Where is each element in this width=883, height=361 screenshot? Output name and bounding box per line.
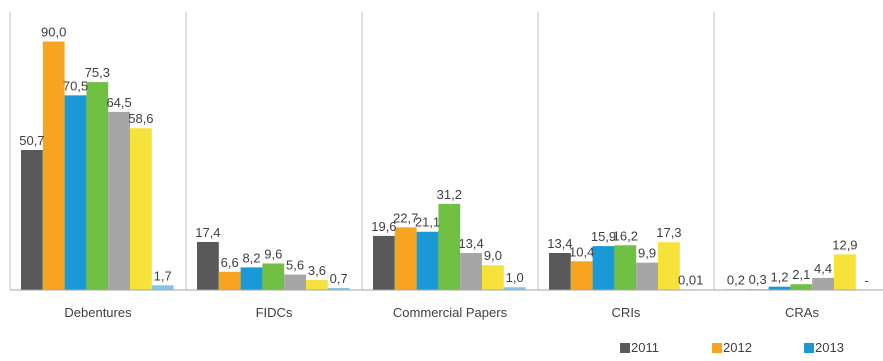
value-label: 19,6	[371, 219, 396, 234]
bar-2013-debentures	[64, 95, 87, 290]
bar-2011-commercial-papers	[373, 235, 395, 290]
category-label: FIDCs	[256, 305, 293, 320]
bars-layer	[21, 41, 856, 290]
bar-series-4-cras	[790, 284, 813, 290]
bar-series-7-fidcs	[327, 288, 350, 290]
legend-label: 2012	[723, 340, 752, 355]
value-label: 12,9	[832, 237, 857, 252]
value-label: 1,7	[154, 268, 172, 283]
legend-swatch	[620, 343, 630, 353]
bar-2013-cras	[768, 286, 791, 290]
bar-series-4-cris	[614, 245, 637, 290]
bar-series-5-commercial-papers	[460, 253, 482, 290]
value-label: 0,2	[727, 272, 745, 287]
value-label: 13,4	[547, 236, 572, 251]
bar-series-5-cras	[812, 277, 834, 290]
category-label: Debentures	[64, 305, 132, 320]
value-label: 9,6	[264, 246, 282, 261]
value-label: 21,1	[415, 215, 440, 230]
value-label: 31,2	[437, 187, 462, 202]
value-label: 90,0	[41, 25, 66, 40]
value-label: 58,6	[128, 111, 153, 126]
value-labels-layer: 50,7 90,0 70,575,3 64,558,6 1,7 17,46,6 8,2 9,6…	[19, 25, 869, 288]
value-label: 4,4	[814, 261, 832, 276]
value-label: 10,4	[569, 244, 594, 259]
bar-series-6-cras	[834, 254, 856, 290]
bar-series-6-debentures	[130, 128, 152, 290]
bar-series-6-cris	[658, 242, 680, 290]
axis-layer: Debentures FIDCs Commercial Papers CRIs CRAs	[9, 12, 883, 320]
bar-2013-fidcs	[240, 267, 263, 290]
bar-series-6-commercial-papers	[482, 265, 504, 290]
bar-2011-debentures	[21, 150, 43, 290]
bar-2012-fidcs	[218, 271, 241, 290]
value-label: 1,0	[506, 270, 524, 285]
value-label: 0,01	[678, 272, 703, 287]
value-label: 22,7	[393, 210, 418, 225]
value-label: 16,2	[613, 228, 638, 243]
bar-2012-cris	[570, 261, 593, 290]
category-label: CRIs	[612, 305, 641, 320]
bar-2013-commercial-papers	[416, 231, 439, 290]
value-label: 1,2	[770, 270, 788, 285]
value-label: 64,5	[106, 95, 131, 110]
value-label: 2,1	[792, 267, 810, 282]
value-label: 0,7	[330, 271, 348, 286]
bar-2013-cris	[592, 246, 615, 290]
legend-label: 2011	[631, 340, 659, 355]
bar-series-4-debentures	[86, 82, 109, 290]
value-label: 5,6	[286, 258, 304, 273]
value-label: 17,4	[195, 225, 220, 240]
bar-2012-commercial-papers	[394, 227, 417, 290]
bar-series-7-debentures	[151, 285, 174, 290]
bar-series-7-commercial-papers	[503, 287, 526, 290]
value-label: 3,6	[308, 263, 326, 278]
category-label: Commercial Papers	[393, 305, 508, 320]
bar-series-5-debentures	[108, 111, 130, 290]
bar-series-4-commercial-papers	[438, 203, 461, 290]
legend-label: 2013	[815, 340, 844, 355]
value-label: 17,3	[656, 225, 681, 240]
value-label: 50,7	[19, 133, 44, 148]
value-label: 13,4	[458, 236, 483, 251]
bar-2012-debentures	[42, 41, 65, 290]
value-label: 9,9	[638, 246, 656, 261]
value-label: 15,9	[591, 229, 616, 244]
bar-series-5-cris	[636, 262, 658, 290]
value-label: 9,0	[484, 248, 502, 263]
value-label: 6,6	[221, 255, 239, 270]
legend: 2011 2012 2013	[620, 340, 844, 355]
value-label: 75,3	[85, 65, 110, 80]
value-label: -	[865, 273, 869, 288]
legend-swatch	[712, 343, 722, 353]
value-label: 0,3	[749, 272, 767, 287]
category-label: CRAs	[785, 305, 819, 320]
bar-2011-fidcs	[197, 241, 219, 290]
bar-series-5-fidcs	[284, 274, 306, 290]
bar-series-6-fidcs	[306, 280, 328, 290]
bar-2011-cris	[549, 253, 571, 290]
value-label: 70,5	[63, 78, 88, 93]
legend-swatch	[804, 343, 814, 353]
bar-series-4-fidcs	[262, 263, 285, 290]
value-label: 8,2	[242, 250, 260, 265]
